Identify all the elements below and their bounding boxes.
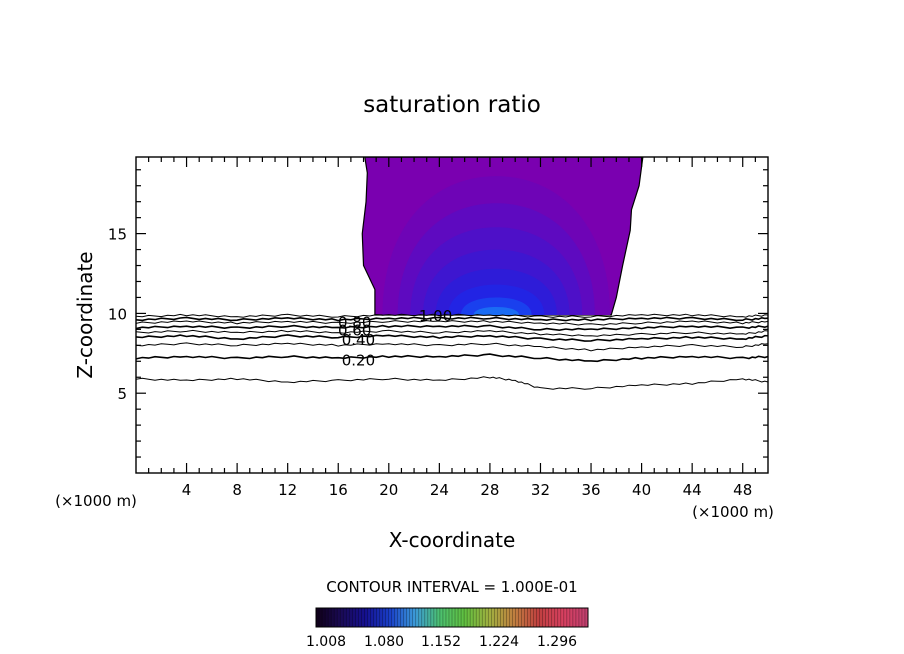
colorbar-label: 1.008 <box>306 634 346 650</box>
contour-line-0.1 <box>136 376 768 390</box>
contour-line-0.7 <box>136 320 768 326</box>
x-axis-ticks: 4 8 12 16 20 24 28 32 36 40 44 48 <box>148 157 756 499</box>
contour-line-0.2 <box>136 353 768 363</box>
colorbar-label: 1.080 <box>364 634 404 650</box>
x-tick-label: 16 <box>329 481 348 499</box>
contour-label: 1.00 <box>419 307 452 325</box>
contour-interval-label: CONTOUR INTERVAL = 1.000E-01 <box>326 578 577 596</box>
chart-title: saturation ratio <box>363 92 541 118</box>
filled-contour-8 <box>473 307 519 315</box>
contour-label: 0.40 <box>342 331 375 349</box>
x-tick-label: 24 <box>430 481 449 499</box>
colorbar-labels: 1.008 1.080 1.152 1.224 1.296 <box>306 634 577 650</box>
x-unit-right: (×1000 m) <box>692 503 774 521</box>
colorbar <box>315 607 589 628</box>
x-tick-label: 48 <box>733 481 752 499</box>
x-tick-label: 32 <box>531 481 550 499</box>
y-axis-label: Z-coordinate <box>73 251 97 378</box>
x-tick-label: 36 <box>581 481 600 499</box>
contour-label: 0.60 <box>338 321 371 339</box>
contour-label: 0.80 <box>338 313 371 331</box>
x-tick-label: 12 <box>278 481 297 499</box>
x-tick-label: 44 <box>683 481 702 499</box>
x-unit-left: (×1000 m) <box>55 492 137 510</box>
subsaturated-contour-lines <box>136 313 768 390</box>
colorbar-label: 1.152 <box>421 634 461 650</box>
y-tick-label: 15 <box>108 226 127 244</box>
x-tick-label: 40 <box>632 481 651 499</box>
colorbar-label: 1.224 <box>479 634 519 650</box>
contour-line-0.4 <box>136 334 768 342</box>
contour-line-0.3 <box>136 342 768 352</box>
contour-line-0.8 <box>136 316 768 322</box>
x-axis-label: X-coordinate <box>389 528 516 552</box>
x-tick-label: 8 <box>232 481 242 499</box>
supersaturation-filled-contours <box>361 157 644 316</box>
x-tick-label: 28 <box>480 481 499 499</box>
contour-line-0.5 <box>136 329 768 337</box>
colorbar-label: 1.296 <box>537 634 577 650</box>
contour-line-0.6 <box>136 324 768 332</box>
x-tick-label: 20 <box>379 481 398 499</box>
y-tick-label: 5 <box>117 385 127 403</box>
y-tick-label: 10 <box>108 305 127 323</box>
y-axis-ticks: 5 10 15 <box>108 169 768 458</box>
colorbar-ticks <box>318 608 586 627</box>
contour-label: 0.20 <box>342 352 375 370</box>
x-tick-label: 4 <box>182 481 192 499</box>
contour-line-0.9 <box>136 313 768 318</box>
contour-labels: 1.00 0.800.600.40 0.20 <box>338 307 452 370</box>
